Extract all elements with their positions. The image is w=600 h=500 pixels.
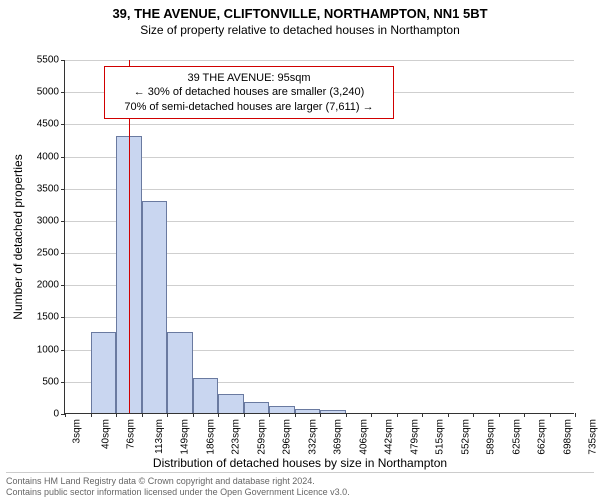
y-tick-label: 3500 xyxy=(37,183,65,194)
grid-line xyxy=(65,60,574,61)
x-tick-mark xyxy=(346,413,347,417)
x-tick-label: 186sqm xyxy=(205,419,216,455)
x-tick-mark xyxy=(448,413,449,417)
y-tick-label: 4000 xyxy=(37,151,65,162)
x-tick-mark xyxy=(397,413,398,417)
x-tick-label: 149sqm xyxy=(179,419,190,455)
histogram-bar xyxy=(269,406,295,413)
x-axis-label: Distribution of detached houses by size … xyxy=(153,456,447,470)
grid-line xyxy=(65,124,574,125)
annotation-line-3: 70% of semi-detached houses are larger (… xyxy=(113,100,385,114)
chart-title: 39, THE AVENUE, CLIFTONVILLE, NORTHAMPTO… xyxy=(0,0,600,21)
x-tick-label: 223sqm xyxy=(230,419,241,455)
x-tick-mark xyxy=(91,413,92,417)
x-tick-mark xyxy=(422,413,423,417)
y-tick-label: 3000 xyxy=(37,215,65,226)
histogram-bar xyxy=(91,332,117,413)
x-tick-label: 735sqm xyxy=(587,419,598,455)
annotation-box: 39 THE AVENUE: 95sqm ← 30% of detached h… xyxy=(104,66,394,119)
y-axis-label: Number of detached properties xyxy=(11,154,25,319)
histogram-bar xyxy=(142,201,168,413)
x-tick-label: 296sqm xyxy=(281,419,292,455)
histogram-bar xyxy=(244,402,270,413)
x-tick-mark xyxy=(295,413,296,417)
x-tick-mark xyxy=(65,413,66,417)
x-tick-mark xyxy=(575,413,576,417)
x-tick-mark xyxy=(218,413,219,417)
x-tick-mark xyxy=(550,413,551,417)
x-tick-label: 442sqm xyxy=(383,419,394,455)
x-tick-label: 369sqm xyxy=(332,419,343,455)
y-tick-label: 2500 xyxy=(37,248,65,259)
y-tick-label: 2000 xyxy=(37,280,65,291)
x-tick-label: 3sqm xyxy=(72,419,83,443)
footer: Contains HM Land Registry data © Crown c… xyxy=(6,472,594,499)
x-tick-label: 698sqm xyxy=(562,419,573,455)
x-tick-label: 662sqm xyxy=(536,419,547,455)
x-tick-label: 332sqm xyxy=(307,419,318,455)
footer-line-1: Contains HM Land Registry data © Crown c… xyxy=(6,476,594,487)
y-tick-label: 5500 xyxy=(37,55,65,66)
x-tick-label: 479sqm xyxy=(409,419,420,455)
x-tick-mark xyxy=(167,413,168,417)
chart-area: 0500100015002000250030003500400045005000… xyxy=(64,60,574,414)
x-tick-label: 625sqm xyxy=(511,419,522,455)
x-tick-mark xyxy=(269,413,270,417)
x-tick-label: 113sqm xyxy=(153,419,164,454)
y-tick-label: 1000 xyxy=(37,344,65,355)
x-tick-mark xyxy=(473,413,474,417)
y-tick-label: 5000 xyxy=(37,87,65,98)
x-tick-label: 515sqm xyxy=(434,419,445,455)
y-tick-label: 4500 xyxy=(37,119,65,130)
footer-line-2: Contains public sector information licen… xyxy=(6,487,594,498)
x-tick-mark xyxy=(244,413,245,417)
x-tick-label: 76sqm xyxy=(126,419,137,449)
histogram-bar xyxy=(295,409,321,413)
y-tick-label: 500 xyxy=(42,376,65,387)
x-tick-label: 552sqm xyxy=(460,419,471,455)
x-tick-mark xyxy=(142,413,143,417)
x-tick-mark xyxy=(371,413,372,417)
x-tick-mark xyxy=(193,413,194,417)
annotation-line-2: ← 30% of detached houses are smaller (3,… xyxy=(113,85,385,99)
histogram-bar xyxy=(193,378,219,413)
x-tick-mark xyxy=(499,413,500,417)
x-tick-label: 406sqm xyxy=(358,419,369,455)
x-tick-label: 589sqm xyxy=(485,419,496,455)
x-tick-label: 40sqm xyxy=(100,419,111,449)
y-tick-label: 0 xyxy=(53,409,65,420)
histogram-bar xyxy=(167,332,193,413)
histogram-bar xyxy=(218,394,244,413)
x-tick-mark xyxy=(116,413,117,417)
chart-subtitle: Size of property relative to detached ho… xyxy=(0,21,600,37)
histogram-bar xyxy=(320,410,346,413)
x-tick-mark xyxy=(524,413,525,417)
annotation-line-1: 39 THE AVENUE: 95sqm xyxy=(113,71,385,85)
y-tick-label: 1500 xyxy=(37,312,65,323)
x-tick-mark xyxy=(320,413,321,417)
x-tick-label: 259sqm xyxy=(256,419,267,455)
